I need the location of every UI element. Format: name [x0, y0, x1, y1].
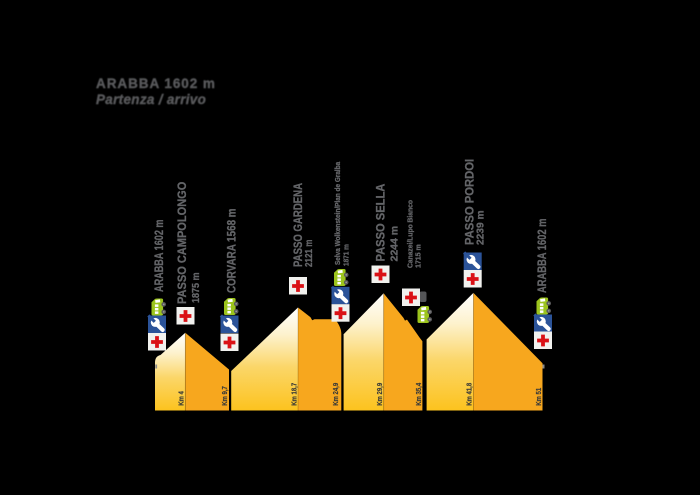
svg-text:Km 24,9: Km 24,9 [333, 383, 341, 406]
svg-text:Km 4: Km 4 [178, 391, 186, 406]
svg-text:ARABBA 1602 m: ARABBA 1602 m [536, 219, 549, 293]
svg-text:2121 m: 2121 m [303, 240, 314, 267]
svg-text:1871 m: 1871 m [343, 244, 350, 266]
svg-text:Selva Wolkenstein/Plan de Gral: Selva Wolkenstein/Plan de Gralba [335, 162, 342, 265]
svg-text:CORVARA 1568 m: CORVARA 1568 m [226, 208, 239, 293]
svg-text:PASSO SELLA: PASSO SELLA [375, 183, 387, 261]
svg-text:Km 41,8: Km 41,8 [466, 383, 474, 406]
svg-text:Canazei/Lupo Bianco: Canazei/Lupo Bianco [407, 200, 414, 268]
svg-text:1715 m: 1715 m [416, 244, 423, 268]
svg-text:ARABBA 1602 m: ARABBA 1602 m [153, 219, 167, 292]
svg-text:Km 29,9: Km 29,9 [376, 383, 384, 406]
svg-text:Km 18,7: Km 18,7 [291, 383, 299, 406]
svg-text:Km 51: Km 51 [535, 388, 543, 406]
svg-text:Km 9,7: Km 9,7 [221, 386, 229, 406]
svg-text:Km 35,4: Km 35,4 [416, 383, 424, 406]
svg-text:ARABBA 1602 m: ARABBA 1602 m [96, 76, 216, 91]
svg-text:PASSO GARDENA: PASSO GARDENA [292, 183, 305, 267]
svg-text:PASSO CAMPOLONGO: PASSO CAMPOLONGO [177, 182, 189, 304]
svg-text:PASSO PORDOI: PASSO PORDOI [463, 159, 476, 245]
svg-text:2244 m: 2244 m [389, 226, 401, 262]
svg-text:Partenza / arrivo: Partenza / arrivo [96, 92, 206, 107]
svg-text:2239 m: 2239 m [475, 211, 486, 245]
svg-text:1875 m: 1875 m [191, 273, 203, 303]
